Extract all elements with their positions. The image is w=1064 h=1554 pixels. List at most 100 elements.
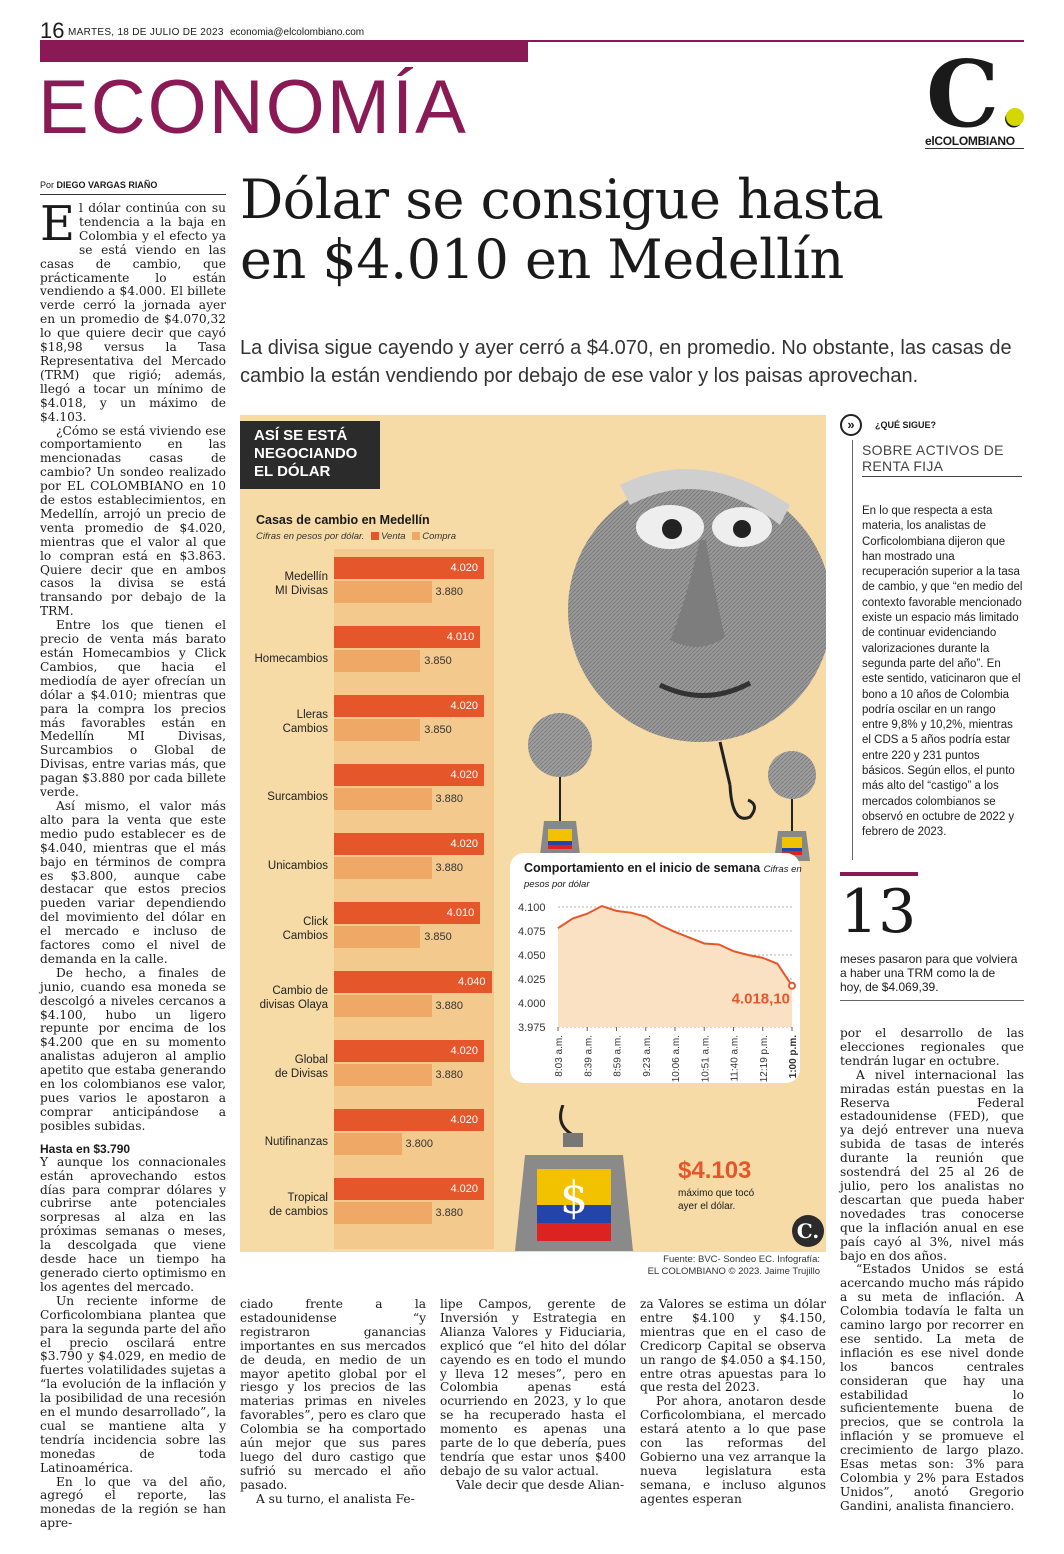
bar-category-line: Nutifinanzas bbox=[264, 1136, 328, 1148]
byline-prefix: Por bbox=[40, 180, 55, 190]
article-column-4: za Valores se estima un dólar entre $4.1… bbox=[640, 1297, 826, 1507]
weight-bag-illustration: $ bbox=[515, 1105, 633, 1251]
sidebar-divider bbox=[852, 440, 853, 860]
bar-category-label: Surcambios bbox=[240, 790, 328, 804]
article-column-5: por el desarrollo de las elecciones regi… bbox=[840, 1026, 1024, 1514]
bar-category-line: Click bbox=[303, 916, 328, 928]
bar-category-line: Global bbox=[294, 1054, 328, 1066]
paragraph: Así mismo, el valor más alto para la ven… bbox=[40, 798, 226, 966]
y-tick-label: 4.025 bbox=[518, 974, 546, 986]
double-chevron-icon: » bbox=[840, 414, 862, 436]
bar-compra-label: 3.880 bbox=[435, 586, 464, 598]
bar-venta: 4.020 bbox=[334, 695, 484, 717]
bar-compra: 3.850 bbox=[334, 926, 452, 948]
end-value-label: 4.018,10 bbox=[732, 991, 790, 1008]
paragraph: Vale decir que desde Alian- bbox=[456, 1477, 625, 1492]
source-line: Fuente: BVC- Sondeo EC. Infografía: bbox=[663, 1254, 820, 1265]
issue-date: MARTES, 18 DE JULIO DE 2023 bbox=[68, 27, 224, 38]
bar-venta: 4.040 bbox=[334, 971, 492, 993]
bar-compra-label: 3.880 bbox=[435, 1207, 464, 1219]
paragraph: Y aunque los connacionales están aprovec… bbox=[40, 1154, 226, 1294]
caption-line: ayer el dólar. bbox=[678, 1201, 736, 1212]
bar-category-line: Cambios bbox=[282, 930, 328, 942]
bar-compra-label: 3.850 bbox=[424, 655, 452, 667]
headline-line-2: en $4.010 en Medellín bbox=[240, 228, 844, 291]
sidebar-body: En lo que respecta a esta materia, los a… bbox=[862, 505, 1023, 839]
y-tick-label: 3.975 bbox=[518, 1022, 546, 1034]
bar-compra: 3.880 bbox=[334, 1064, 463, 1086]
max-value-caption: máximo que tocó ayer el dólar. bbox=[678, 1187, 754, 1213]
x-tick-label: 11:40 a.m. bbox=[730, 1035, 741, 1082]
banner-line: ASÍ SE ESTÁ bbox=[254, 427, 348, 444]
legend-swatch-venta bbox=[371, 532, 380, 540]
bar-category-label: Cambio de divisas Olaya bbox=[240, 984, 328, 1012]
infographic-banner: ASÍ SE ESTÁ NEGOCIANDO EL DÓLAR bbox=[240, 421, 380, 489]
bar-compra: 3.880 bbox=[334, 788, 463, 810]
stat-number: 13 bbox=[840, 877, 917, 947]
paragraph: Un reciente informe de Corficolombiana p… bbox=[40, 1293, 226, 1475]
bar-category-line: Cambios bbox=[282, 723, 328, 735]
line-chart-title: Comportamiento en el inicio de semana Ci… bbox=[524, 861, 826, 891]
banner-line: NEGOCIANDO bbox=[254, 445, 358, 462]
headline-line-1: Dólar se consigue hasta bbox=[240, 168, 884, 231]
x-tick-label: 9:23 a.m. bbox=[642, 1035, 653, 1077]
paragraph: En lo que va del año, agregó el reporte,… bbox=[40, 1474, 226, 1531]
sidebar-label: ¿QUÉ SIGUE? bbox=[875, 420, 937, 430]
bar-category-label: Lleras Cambios bbox=[240, 708, 328, 736]
max-value: $4.103 bbox=[678, 1157, 752, 1184]
paragraph: lipe Campos, gerente de Inversión y Estr… bbox=[440, 1297, 626, 1478]
bar-compra-label: 3.880 bbox=[435, 1069, 464, 1081]
bar-chart: Medellín MI Divisas 4.020 3.880 Homecambios 4… bbox=[240, 415, 540, 1252]
bar-compra-label: 3.880 bbox=[435, 1000, 464, 1012]
bar-venta: 4.020 bbox=[334, 764, 484, 786]
byline: Por DIEGO VARGAS RIAÑO bbox=[40, 180, 157, 190]
article-column-2: ciado frente a la estadounidense “y regi… bbox=[240, 1297, 426, 1507]
end-point bbox=[788, 981, 796, 990]
bar-category-label: Unicambios bbox=[240, 859, 328, 873]
bar-venta: 4.020 bbox=[334, 557, 484, 579]
area-fill bbox=[558, 906, 792, 1027]
page-number: 16 bbox=[40, 18, 65, 43]
section-email[interactable]: economia@elcolombiano.com bbox=[230, 27, 365, 38]
paragraph: ¿Cómo se está viviendo ese comportamient… bbox=[40, 423, 226, 619]
line-chart-title-text: Comportamiento en el inicio de semana bbox=[524, 861, 761, 875]
section-title: ECONOMÍA bbox=[38, 65, 468, 150]
deck: La divisa sigue cayendo y ayer cerró a $… bbox=[240, 337, 1012, 387]
paragraph: De hecho, a finales de junio, cuando esa… bbox=[40, 965, 226, 1133]
paragraph: ciado frente a la estadounidense “y regi… bbox=[240, 1297, 426, 1492]
bar-compra: 3.880 bbox=[334, 1202, 463, 1224]
bar-venta: 4.020 bbox=[334, 1178, 484, 1200]
logo-letter: C. bbox=[926, 40, 1030, 148]
bar-category-line: de Divisas bbox=[274, 1068, 328, 1080]
bar-compra: 3.880 bbox=[334, 857, 463, 879]
bar-chart-units: Cifras en pesos por dólar. bbox=[256, 531, 365, 542]
headline: Dólar se consigue hasta en $4.010 en Med… bbox=[240, 170, 1020, 290]
bar-category-line: Medellín bbox=[284, 571, 328, 583]
source-line: EL COLOMBIANO © 2023. Jaime Trujillo bbox=[647, 1266, 820, 1277]
bar-category-label: Medellín MI Divisas bbox=[240, 570, 328, 598]
legend-label-venta: Venta bbox=[381, 531, 406, 542]
caption-line: máximo que tocó bbox=[678, 1188, 755, 1199]
bar-category-line: Tropical bbox=[287, 1192, 328, 1204]
subheading: Hasta en $3.790 bbox=[40, 1141, 131, 1156]
stat-accent-bar bbox=[840, 872, 918, 876]
bar-compra: 3.850 bbox=[334, 650, 452, 672]
bar-category-line: de cambios bbox=[269, 1206, 328, 1218]
bar-chart-subtitle: Cifras en pesos por dólar. Venta Compra bbox=[256, 531, 456, 542]
paragraph: A su turno, el analista Fe- bbox=[256, 1491, 415, 1506]
infographic: ASÍ SE ESTÁ NEGOCIANDO EL DÓLAR bbox=[240, 415, 826, 1252]
bar-compra: 3.850 bbox=[334, 719, 452, 741]
bar-compra-label: 3.880 bbox=[435, 862, 464, 874]
section-color-bar bbox=[40, 40, 528, 62]
logo-dot bbox=[1006, 108, 1024, 126]
paragraph: A nivel internacional las miradas están … bbox=[840, 1067, 1024, 1263]
legend-swatch-compra bbox=[412, 532, 421, 540]
bar-venta: 4.020 bbox=[334, 1109, 484, 1131]
paragraph: “Estados Unidos se está acercando mucho … bbox=[840, 1262, 1024, 1513]
header-rule bbox=[528, 40, 1024, 42]
x-tick-label: 10:06 a.m. bbox=[671, 1035, 682, 1082]
infographic-source: Fuente: BVC- Sondeo EC. Infografía: EL C… bbox=[610, 1254, 820, 1278]
bar-compra: 3.880 bbox=[334, 995, 463, 1017]
paragraph: por el desarrollo de las elecciones regi… bbox=[840, 1026, 1024, 1068]
